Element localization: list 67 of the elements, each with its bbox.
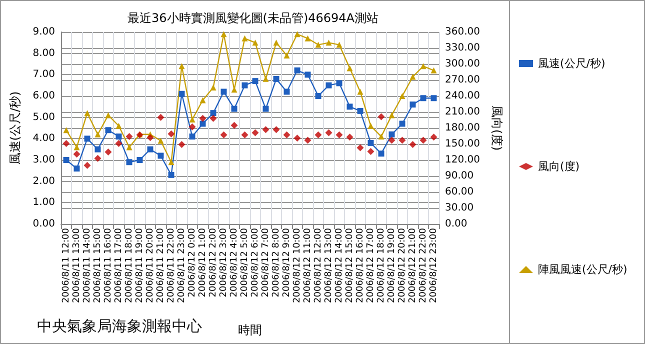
x-tick-label: 2006/8/12 14:00	[334, 228, 344, 303]
y2-tick-label: 330.00	[445, 42, 480, 54]
x-tick-label: 2006/8/12 22:00	[418, 228, 428, 303]
y-tick-label: 6.00	[32, 90, 55, 102]
y-tick-label: 0.00	[32, 218, 55, 230]
x-tick-label: 2006/8/12 21:00	[408, 228, 418, 303]
x-tick-label: 2006/8/12 17:00	[366, 228, 376, 303]
x-tick-label: 2006/8/11 15:00	[92, 228, 103, 303]
y2-tick-label: 240.00	[445, 90, 480, 102]
y2-tick-label: 210.00	[445, 106, 480, 118]
y-tick-label: 3.00	[32, 154, 55, 166]
y2-tick-label: 30.00	[445, 202, 474, 214]
x-tick-label: 2006/8/12 4:00	[229, 228, 240, 298]
x-tick-label: 2006/8/12 12:00	[313, 228, 324, 303]
y2-axis-title: 風向(度)	[490, 105, 504, 151]
x-tick-label: 2006/8/12 23:00	[428, 228, 439, 303]
chart-title: 最近36小時實測風變化圖(未品管)46694A測站	[127, 11, 379, 25]
x-tick-label: 2006/8/11 12:00	[61, 228, 72, 303]
y2-tick-label: 270.00	[445, 74, 480, 86]
y-tick-label: 1.00	[32, 197, 55, 208]
x-tick-label: 2006/8/12 13:00	[324, 228, 334, 303]
x-tick-label: 2006/8/11 22:00	[166, 228, 176, 303]
x-tick-label: 2006/8/11 17:00	[114, 228, 124, 303]
x-tick-label: 2006/8/12 18:00	[376, 228, 386, 303]
x-tick-label: 2006/8/11 18:00	[124, 228, 134, 303]
x-tick-label: 2006/8/12 3:00	[218, 228, 229, 298]
x-tick-label: 2006/8/12 10:00	[292, 228, 302, 303]
x-axis-title: 時間	[238, 323, 262, 337]
y2-tick-label: 120.00	[445, 154, 480, 166]
x-tick-label: 2006/8/12 0:00	[187, 228, 198, 298]
y-tick-label: 7.00	[32, 69, 55, 80]
y2-tick-label: 360.00	[445, 26, 480, 38]
x-tick-label: 2006/8/12 6:00	[250, 228, 260, 298]
y-tick-label: 2.00	[32, 176, 55, 187]
x-tick-label: 2006/8/11 19:00	[134, 228, 145, 303]
y2-tick-label: 180.00	[445, 122, 480, 134]
y-tick-label: 5.00	[32, 112, 55, 123]
x-tick-label: 2006/8/12 8:00	[271, 228, 282, 298]
y-tick-label: 8.00	[32, 48, 55, 59]
x-tick-label: 2006/8/11 13:00	[72, 228, 82, 303]
y2-tick-label: 0.00	[445, 218, 468, 230]
x-tick-label: 2006/8/11 20:00	[145, 228, 156, 303]
x-tick-label: 2006/8/11 14:00	[82, 228, 92, 303]
x-tick-label: 2006/8/12 5:00	[240, 228, 250, 298]
y2-tick-label: 300.00	[445, 58, 480, 70]
y2-tick-label: 150.00	[445, 138, 480, 150]
x-tick-label: 2006/8/12 7:00	[260, 228, 271, 298]
y2-tick-label: 90.00	[445, 170, 474, 182]
y-axis-title: 風速(公尺/秒)	[8, 91, 22, 165]
x-tick-label: 2006/8/12 2:00	[208, 228, 218, 298]
legend-label: 風速(公尺/秒)	[538, 57, 606, 70]
y-tick-label: 4.00	[32, 133, 55, 144]
legend-label: 風向(度)	[538, 160, 580, 173]
legend-label: 陣風風速(公尺/秒)	[538, 263, 628, 276]
x-tick-label: 2006/8/11 21:00	[156, 228, 166, 303]
x-tick-label: 2006/8/12 1:00	[198, 228, 208, 298]
x-tick-label: 2006/8/12 19:00	[386, 228, 397, 303]
x-tick-label: 2006/8/11 23:00	[176, 228, 187, 303]
x-tick-label: 2006/8/12 9:00	[282, 228, 292, 298]
x-tick-label: 2006/8/12 20:00	[397, 228, 408, 303]
y2-tick-label: 60.00	[445, 186, 474, 198]
x-tick-label: 2006/8/12 11:00	[302, 228, 313, 303]
text: 中央氣象局海象測報中心	[37, 317, 202, 336]
x-tick-label: 2006/8/11 16:00	[103, 228, 114, 303]
x-tick-label: 2006/8/12 15:00	[344, 228, 355, 303]
x-tick-label: 2006/8/12 16:00	[355, 228, 366, 303]
y-tick-label: 9.00	[32, 26, 55, 38]
